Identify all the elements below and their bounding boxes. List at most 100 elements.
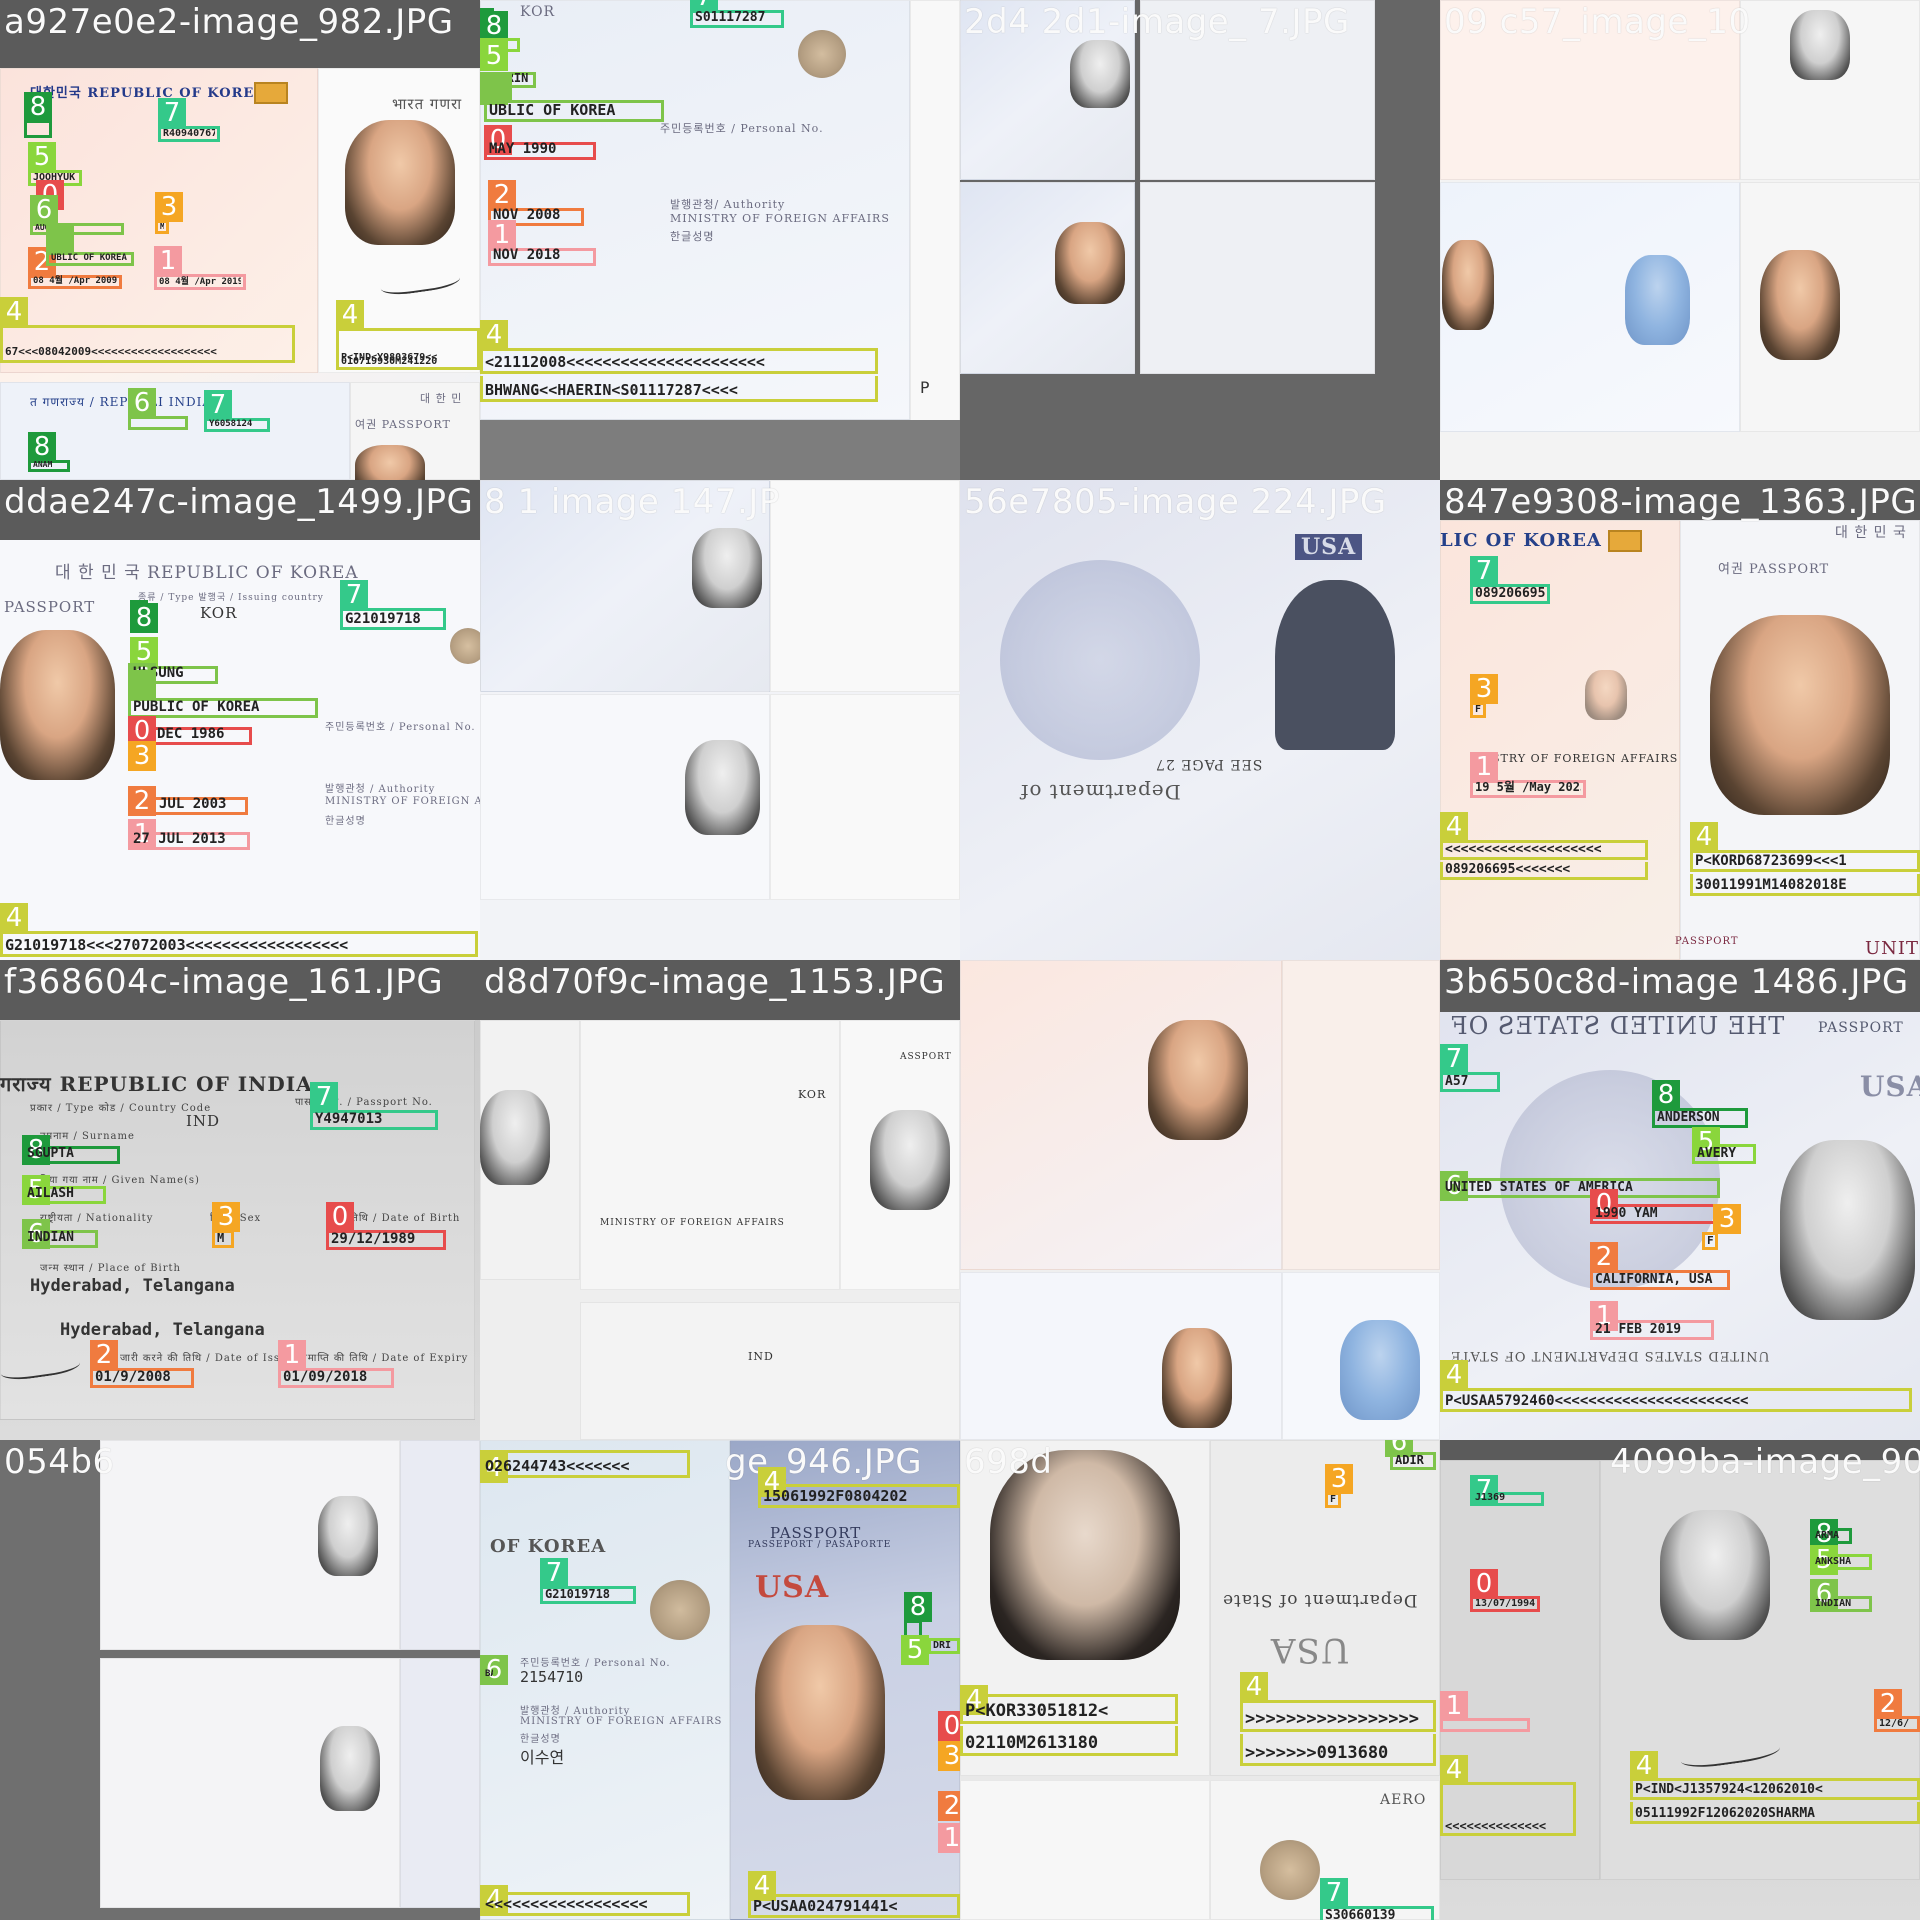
field-box-mrz: 4 P<KOR33051812< — [960, 1685, 1178, 1724]
field-box-mrz: 4 P<IND<J1357924<12062010< — [1630, 1751, 1920, 1800]
portrait-photo — [692, 528, 762, 608]
country-header: LIC OF KOREA — [1440, 530, 1602, 551]
field-box-passport-number: 7 Y4947013 — [310, 1082, 438, 1130]
authority-label: 발행관청/ Authority — [670, 198, 786, 211]
field-box-passport-number: 7 G21019718 — [540, 1558, 636, 1604]
usa-logo: USA — [1295, 534, 1363, 560]
field-box-given-name: 5 AILASH — [22, 1175, 106, 1205]
field-box-passport-number: 7 J1369 — [1470, 1475, 1544, 1506]
image-filename: 09 c57_image_10 — [1444, 2, 1751, 42]
portrait-photo — [1760, 250, 1840, 360]
authority-value: MINISTRY OF FOREIGN AFFAIRS — [520, 1716, 723, 1727]
field-box-mrz: 30011991M14082018E — [1690, 874, 1920, 896]
given-name-label: दिया गया नाम / Given Name(s) — [40, 1175, 200, 1186]
country-header: 대한민국 REPUBLIC OF KOREA — [30, 86, 266, 101]
mirrored-text: AERO — [1380, 1792, 1427, 1808]
authority-value: STRY OF FOREIGN AFFAIRS — [1492, 752, 1679, 765]
image-filename: 3b650c8d-image 1486.JPG — [1444, 962, 1909, 1002]
passport-page — [400, 1440, 480, 1650]
field-box-mrz: 4 >>>>>>>>>>>>>>>>> — [1240, 1672, 1436, 1732]
mosaic-tile: MINISTRY OF FOREIGN AFFAIRS KOR ASSPORT … — [480, 960, 960, 1440]
field-box-mrz: >>>>>>>0913680 — [1240, 1734, 1436, 1766]
country-code: IND — [748, 1350, 774, 1363]
tile-header-strip — [0, 480, 480, 540]
passport-page — [770, 480, 960, 692]
passport-page — [1440, 0, 1740, 180]
field-box-surname: 8 SGUPTA — [22, 1135, 120, 1165]
portrait-photo — [1710, 615, 1890, 815]
authority-label: 발행관청 / Authority — [325, 784, 436, 795]
image-filename: 054b6 — [4, 1442, 115, 1482]
passport-label: PASSPORT — [4, 598, 96, 616]
department-text: Department of — [1020, 780, 1181, 804]
field-box-mrz: 4 <<<<<<<<<<<<<<<<<<<< — [1440, 812, 1648, 860]
portrait-photo — [755, 1625, 885, 1800]
passport-page — [1140, 0, 1375, 180]
mosaic-tile: 8 1 image 147.JP — [480, 480, 960, 960]
tile-background — [480, 420, 960, 480]
field-box-date-of-issue: 2 JUL 2003 — [128, 786, 248, 816]
field-box-passport-number: 7 089206695 — [1470, 556, 1550, 604]
portrait-photo — [320, 1726, 380, 1811]
field-box-place-of-birth: 2 CALIFORNIA, USA — [1590, 1242, 1730, 1290]
country-header: OF KOREA — [490, 1536, 607, 1557]
field-box-mrz: 4 <<<<<<<<<<<<<<<<<< — [480, 1885, 690, 1916]
field-box-date-of-issue: 2 — [938, 1791, 960, 1821]
field-box-passport-number: 7 Y6058124 — [204, 390, 270, 432]
tile-header-strip — [0, 0, 480, 68]
date-of-issue-label: जारी करने की तिथि / Date of Issue — [120, 1353, 295, 1364]
field-box-passport-number: 7 R40940767 — [158, 98, 220, 142]
country-header: गराज्य REPUBLIC OF INDIA — [0, 1072, 313, 1096]
mosaic-tile: KOR 주민등록번호 / Personal No. 발행관청/ Authorit… — [480, 0, 960, 480]
mrz-fragment: P — [920, 378, 930, 397]
portrait-photo — [1340, 1320, 1420, 1420]
field-box-country: 6BA — [480, 1655, 508, 1685]
field-box-date-of-expiry: 1 19 5월 /May 2023 — [1470, 752, 1586, 798]
tile-header-strip — [480, 960, 960, 1020]
image-filename: 8 1 image 147.JP — [484, 482, 780, 522]
passport-page — [400, 1658, 480, 1908]
field-box-surname: 8 ARMA — [1810, 1519, 1852, 1549]
portrait-photo — [355, 445, 425, 480]
unite-text: UNITE — [1865, 938, 1920, 959]
portrait-photo — [480, 1090, 550, 1185]
field-box-mrz: 02110M2613180 — [960, 1726, 1178, 1756]
mosaic-tile: 09 c57_image_10 — [1440, 0, 1920, 480]
country-header: भारत गणरा — [392, 95, 463, 113]
field-box-date-of-issue: 2 01/9/2008 — [90, 1340, 194, 1388]
field-box-sex: 3 — [128, 741, 156, 771]
field-box-nationality: 8 — [24, 92, 52, 138]
portrait-photo — [0, 630, 115, 780]
eagle-emblem-icon — [1000, 560, 1200, 760]
country-code: KOR — [798, 1088, 827, 1101]
field-box-nationality: 8 — [130, 600, 158, 633]
field-box-date-of-expiry: 1 NOV 2018 — [488, 220, 596, 266]
field-box-country: UBLIC OF KOREA — [46, 224, 134, 266]
authority-value: MINISTRY OF FOREIGN AFFAIRS — [670, 212, 890, 225]
emblem-icon — [650, 1580, 710, 1640]
passport-page — [770, 694, 960, 900]
field-box-date-of-expiry: 1 01/09/2018 — [278, 1340, 394, 1388]
passport-page — [910, 0, 960, 480]
field-box-given-name: 5 — [130, 637, 158, 667]
field-box-mrz: 4 P<USAA5792460<<<<<<<<<<<<<<<<<<<<<<< — [1440, 1360, 1912, 1412]
field-box-mrz: 010719930M241220 — [336, 350, 480, 370]
field-box-country: PUBLIC OF KOREA — [128, 670, 318, 718]
image-filename: d8d70f9c-image_1153.JPG — [484, 962, 946, 1002]
image-filename: 2d4 2d1-image_ 7.JPG — [964, 2, 1350, 42]
mosaic-tile: 2d4 2d1-image_ 7.JPG — [960, 0, 1440, 480]
field-box-country: UBLIC OF KOREA — [484, 72, 664, 122]
type-label: प्रकार / Type कोड / Country Code — [30, 1103, 212, 1114]
passport-label: 여권 PASSPORT — [355, 418, 451, 431]
emblem-icon — [798, 30, 846, 78]
mosaic-tile: USA Department of SEE PAGE 27 56e7805-im… — [960, 480, 1440, 960]
date-of-birth-label: जन्मतिथि / Date of Birth — [330, 1213, 461, 1224]
usa-logo: USA — [1270, 1630, 1350, 1670]
authority-label: 발행관청 / Authority — [520, 1706, 631, 1717]
field-box-date-of-issue: 2 08 4월 /Apr 2009 — [28, 247, 122, 289]
passport-page — [960, 1780, 1210, 1920]
